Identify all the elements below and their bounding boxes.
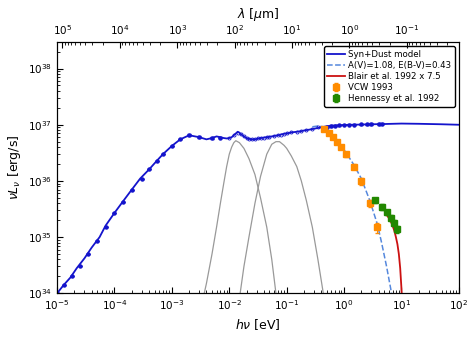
A(V)=1.08, E(B-V)=0.43 <box>326 129 332 133</box>
Syn+Dust model <box>261 136 267 140</box>
Blair et al. 1992 x 7.5 <box>392 229 397 233</box>
A(V)=1.08, E(B-V)=0.43 <box>351 163 357 167</box>
X-axis label: $\lambda$ [$\mu$m]: $\lambda$ [$\mu$m] <box>237 5 279 23</box>
A(V)=1.08, E(B-V)=0.43 <box>367 198 373 202</box>
Blair et al. 1992 x 7.5 <box>384 213 390 217</box>
Line: Syn+Dust model: Syn+Dust model <box>57 124 459 293</box>
Blair et al. 1992 x 7.5 <box>386 216 392 220</box>
A(V)=1.08, E(B-V)=0.43 <box>321 125 327 129</box>
Syn+Dust model <box>177 137 183 141</box>
Line: Blair et al. 1992 x 7.5: Blair et al. 1992 x 7.5 <box>387 215 405 338</box>
A(V)=1.08, E(B-V)=0.43 <box>334 138 340 142</box>
Blair et al. 1992 x 7.5 <box>393 235 399 239</box>
A(V)=1.08, E(B-V)=0.43 <box>394 331 400 335</box>
Syn+Dust model <box>456 123 462 127</box>
X-axis label: $h\nu$ [eV]: $h\nu$ [eV] <box>235 317 281 333</box>
Blair et al. 1992 x 7.5 <box>397 266 403 270</box>
Syn+Dust model <box>233 131 239 136</box>
Blair et al. 1992 x 7.5 <box>394 242 400 246</box>
Blair et al. 1992 x 7.5 <box>400 314 406 318</box>
A(V)=1.08, E(B-V)=0.43 <box>330 133 336 137</box>
A(V)=1.08, E(B-V)=0.43 <box>344 151 349 155</box>
A(V)=1.08, E(B-V)=0.43 <box>388 287 393 291</box>
A(V)=1.08, E(B-V)=0.43 <box>358 176 364 180</box>
Syn+Dust model <box>169 144 175 148</box>
Syn+Dust model <box>399 122 404 126</box>
Syn+Dust model <box>358 122 364 126</box>
A(V)=1.08, E(B-V)=0.43 <box>310 125 315 129</box>
Blair et al. 1992 x 7.5 <box>388 219 393 223</box>
A(V)=1.08, E(B-V)=0.43 <box>315 124 321 128</box>
Syn+Dust model <box>54 291 60 295</box>
Blair et al. 1992 x 7.5 <box>390 224 395 228</box>
Y-axis label: $\nu L_\nu$ [erg/s]: $\nu L_\nu$ [erg/s] <box>6 135 23 200</box>
A(V)=1.08, E(B-V)=0.43 <box>384 264 390 268</box>
A(V)=1.08, E(B-V)=0.43 <box>392 308 397 312</box>
Blair et al. 1992 x 7.5 <box>396 252 401 256</box>
Blair et al. 1992 x 7.5 <box>399 287 404 291</box>
A(V)=1.08, E(B-V)=0.43 <box>374 222 380 226</box>
Syn+Dust model <box>258 136 264 140</box>
Line: A(V)=1.08, E(B-V)=0.43: A(V)=1.08, E(B-V)=0.43 <box>312 126 397 333</box>
A(V)=1.08, E(B-V)=0.43 <box>338 144 344 148</box>
A(V)=1.08, E(B-V)=0.43 <box>379 241 384 245</box>
Legend: Syn+Dust model, A(V)=1.08, E(B-V)=0.43, Blair et al. 1992 x 7.5, VCW 1993, Henne: Syn+Dust model, A(V)=1.08, E(B-V)=0.43, … <box>324 46 455 106</box>
